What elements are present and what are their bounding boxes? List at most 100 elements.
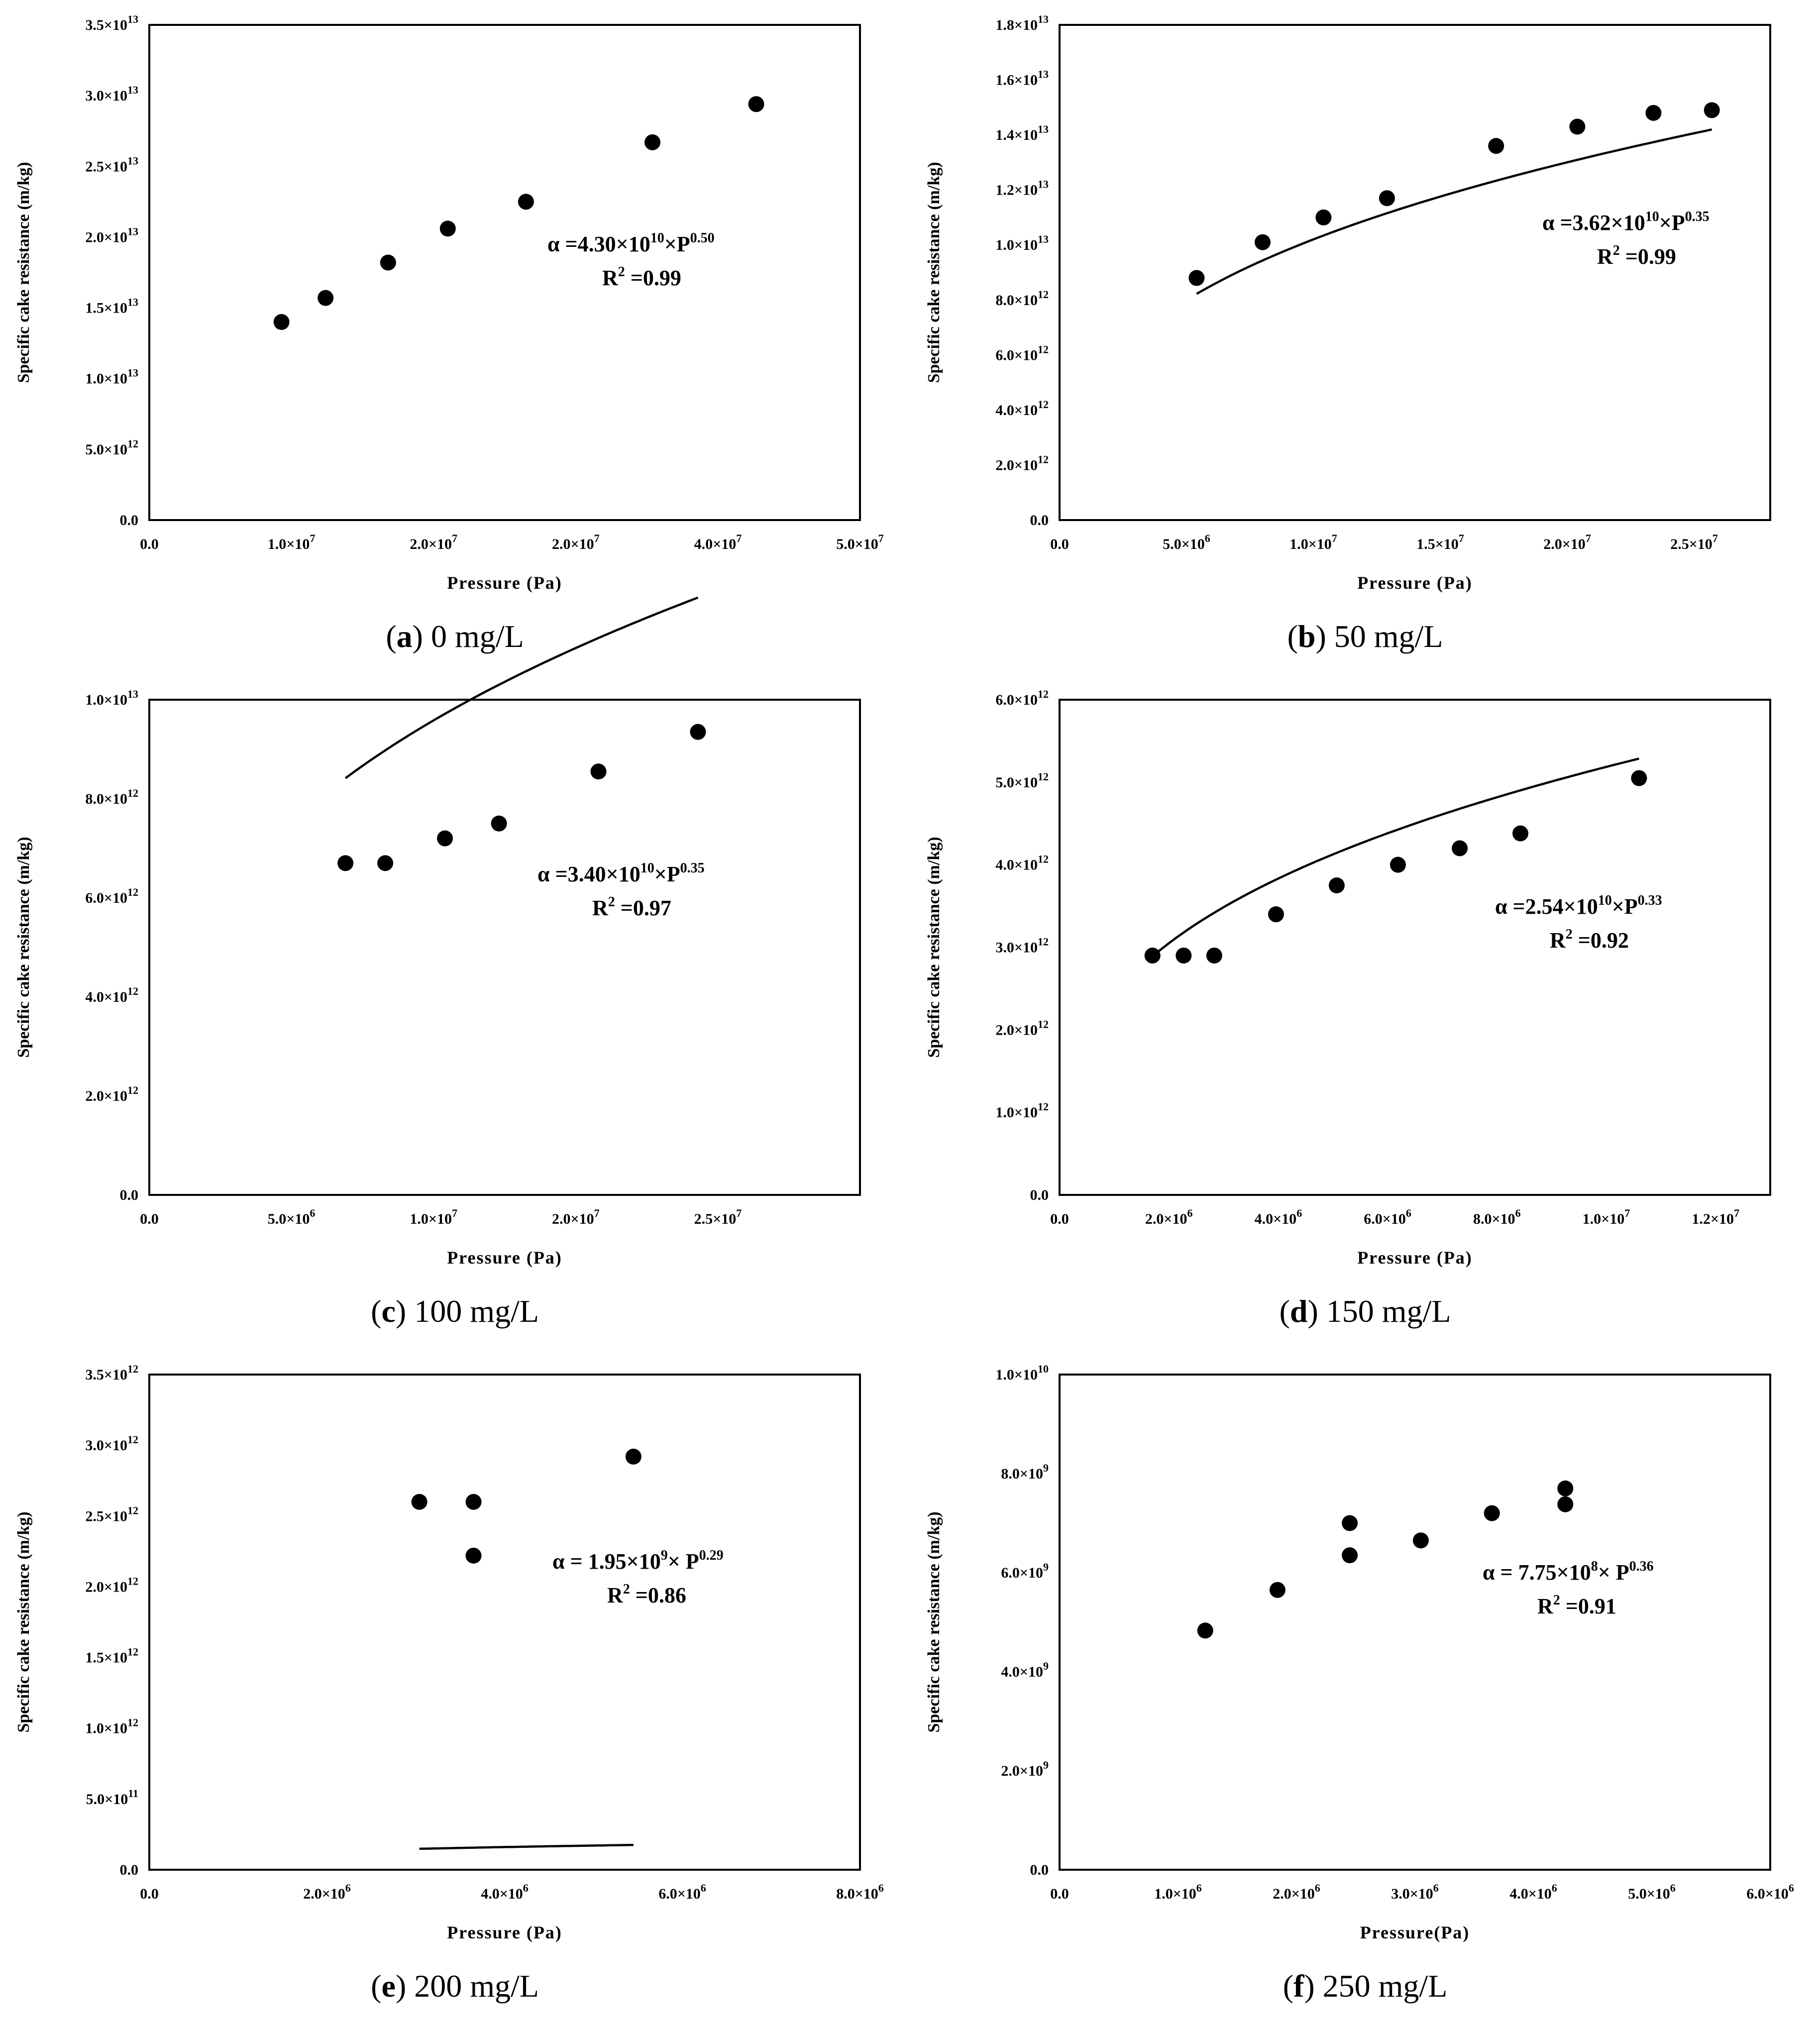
- chart-a: 0.0 5.0×1012 1.0×1013 1.5×1013 2.0×1013 2.5×1…: [14, 13, 884, 593]
- chart-panel-c: 0.0 2.0×1012 4.0×1012 6.0×1012 8.0×1012 1.0×1…: [0, 596, 910, 1350]
- y-tick-label: 0.0: [1030, 1187, 1049, 1203]
- data-point: [644, 134, 661, 150]
- y-tick-label: 4.0×1012: [85, 985, 138, 1005]
- y-tick-label: 6.0×109: [1001, 1561, 1049, 1581]
- x-tick-label: 2.0×107: [552, 532, 600, 552]
- y-tick-label: 3.0×1013: [85, 84, 138, 104]
- data-point: [491, 815, 507, 832]
- y-tick-label: 6.0×1012: [85, 886, 138, 906]
- y-axis-label: Specific cake resistance (m/kg): [925, 1511, 943, 1732]
- x-axis-label: Pressure (Pa): [447, 1922, 562, 1942]
- fit-equation: α = 1.95×109× P0.29: [552, 1548, 724, 1574]
- y-tick-label: 2.0×1012: [85, 1575, 138, 1595]
- chart-b: 0.0 2.0×1012 4.0×1012 6.0×1012 8.0×1012 1.0×1…: [925, 13, 1771, 593]
- x-tick-label: 1.2×107: [1692, 1207, 1739, 1227]
- data-point: [625, 1448, 642, 1465]
- plot-area: [1059, 1374, 1771, 1871]
- y-tick-label: 0.0: [1030, 512, 1049, 529]
- fit-equation: α =3.40×1010×P0.35: [537, 860, 705, 886]
- y-tick-label: 8.0×1012: [995, 288, 1049, 309]
- x-tick-label: 2.0×106: [1273, 1882, 1320, 1902]
- x-tick-label: 8.0×106: [1473, 1207, 1521, 1227]
- x-tick-label: 0.0: [1050, 1886, 1069, 1902]
- caption-text: 200 mg/L: [406, 1968, 539, 2004]
- data-point: [411, 1493, 428, 1510]
- data-point: [518, 194, 534, 210]
- data-point: [380, 254, 396, 271]
- x-tick-label: 2.0×107: [552, 1207, 600, 1227]
- x-tick-label: 4.0×106: [1255, 1207, 1302, 1227]
- x-axis-label: Pressure (Pa): [1357, 1248, 1473, 1268]
- chart-panel-d: 0.0 1.0×1012 2.0×1012 3.0×1012 4.0×1012 5.0×1…: [910, 675, 1820, 1350]
- x-tick-label: 0.0: [140, 1211, 159, 1227]
- y-axis-label: Specific cake resistance (m/kg): [14, 837, 33, 1058]
- x-tick-label: 1.0×106: [1154, 1882, 1202, 1902]
- caption-letter: a: [396, 619, 413, 654]
- chart-e: 0.0 5.0×1011 1.0×1012 1.5×1012 2.0×1012 2.5×1…: [14, 1363, 884, 1942]
- data-point: [439, 220, 456, 237]
- data-point: [1412, 1532, 1429, 1549]
- data-point: [1488, 138, 1504, 154]
- x-axis-label: Pressure (Pa): [447, 1248, 562, 1268]
- data-point: [1269, 1582, 1285, 1598]
- y-tick-label: 4.0×1012: [995, 398, 1049, 419]
- chart-f: 0.0 2.0×109 4.0×109 6.0×109 8.0×109 1.0×1010 0…: [925, 1363, 1794, 1942]
- y-axis-label: Specific cake resistance (m/kg): [14, 162, 33, 383]
- data-point: [1206, 948, 1222, 964]
- y-tick-label: 3.0×1012: [995, 936, 1049, 956]
- caption-a: (a) 0 mg/L: [386, 619, 524, 654]
- caption-letter: f: [1293, 1968, 1304, 2004]
- data-point: [590, 763, 607, 780]
- y-tick-label: 0.0: [120, 1862, 139, 1878]
- x-tick-label: 0.0: [1050, 1211, 1069, 1227]
- chart-d: 0.0 1.0×1012 2.0×1012 3.0×1012 4.0×1012 5.0×1…: [925, 688, 1771, 1268]
- x-tick-label: 8.0×106: [836, 1882, 884, 1902]
- x-axis-label: Pressure (Pa): [447, 573, 562, 593]
- fit-equation: α =4.30×1010×P0.50: [547, 230, 715, 256]
- chart-panel-e: 0.0 5.0×1011 1.0×1012 1.5×1012 2.0×1012 2.5×1…: [0, 1350, 910, 2025]
- data-point: [1569, 118, 1586, 135]
- x-tick-label: 3.0×106: [1391, 1882, 1439, 1902]
- y-axis-label: Specific cake resistance (m/kg): [14, 1511, 33, 1732]
- r-squared: R2 =0.91: [1537, 1593, 1616, 1618]
- data-point: [1452, 840, 1468, 856]
- fit-curve: [1196, 128, 1713, 295]
- data-point: [748, 96, 764, 112]
- data-point: [465, 1493, 482, 1510]
- data-point: [1197, 1622, 1213, 1639]
- chart-panel-a: 0.0 5.0×1012 1.0×1013 1.5×1013 2.0×1013 2.5×1…: [0, 0, 910, 675]
- x-tick-label: 1.0×107: [1289, 532, 1337, 552]
- data-point: [1631, 770, 1647, 786]
- y-tick-label: 6.0×1012: [995, 688, 1049, 708]
- y-tick-label: 8.0×109: [1001, 1462, 1049, 1482]
- caption-c: (c) 100 mg/L: [371, 1293, 539, 1329]
- data-point: [1557, 1496, 1574, 1512]
- r-squared: R2 =0.92: [1550, 927, 1629, 953]
- x-tick-label: 1.0×107: [1583, 1207, 1630, 1227]
- x-tick-label: 1.0×107: [410, 1207, 457, 1227]
- y-axis-label: Specific cake resistance (m/kg): [925, 837, 943, 1058]
- data-point: [465, 1547, 482, 1564]
- y-tick-label: 1.6×1013: [995, 68, 1049, 89]
- data-point: [437, 830, 453, 847]
- y-tick-label: 1.0×1013: [85, 688, 138, 708]
- data-point: [1484, 1505, 1500, 1521]
- data-point: [1188, 270, 1205, 286]
- caption-letter: c: [381, 1293, 396, 1329]
- x-tick-label: 4.0×106: [481, 1882, 529, 1902]
- data-point: [1176, 948, 1192, 964]
- data-point: [1512, 825, 1529, 842]
- y-tick-label: 1.0×1012: [85, 1716, 138, 1737]
- r-squared: R2 =0.86: [607, 1582, 686, 1607]
- y-tick-label: 0.0: [1030, 1862, 1049, 1878]
- caption-f: (f) 250 mg/L: [1283, 1968, 1448, 2004]
- x-tick-label: 6.0×106: [1746, 1882, 1794, 1902]
- y-tick-label: 1.8×1013: [995, 13, 1049, 33]
- y-tick-label: 2.0×109: [1001, 1759, 1049, 1779]
- x-tick-label: 5.0×106: [1163, 532, 1210, 552]
- data-point: [1379, 190, 1395, 207]
- data-point: [1315, 209, 1332, 225]
- caption-text: 150 mg/L: [1318, 1293, 1451, 1329]
- x-tick-label: 0.0: [140, 536, 159, 552]
- x-tick-label: 2.0×107: [410, 532, 457, 552]
